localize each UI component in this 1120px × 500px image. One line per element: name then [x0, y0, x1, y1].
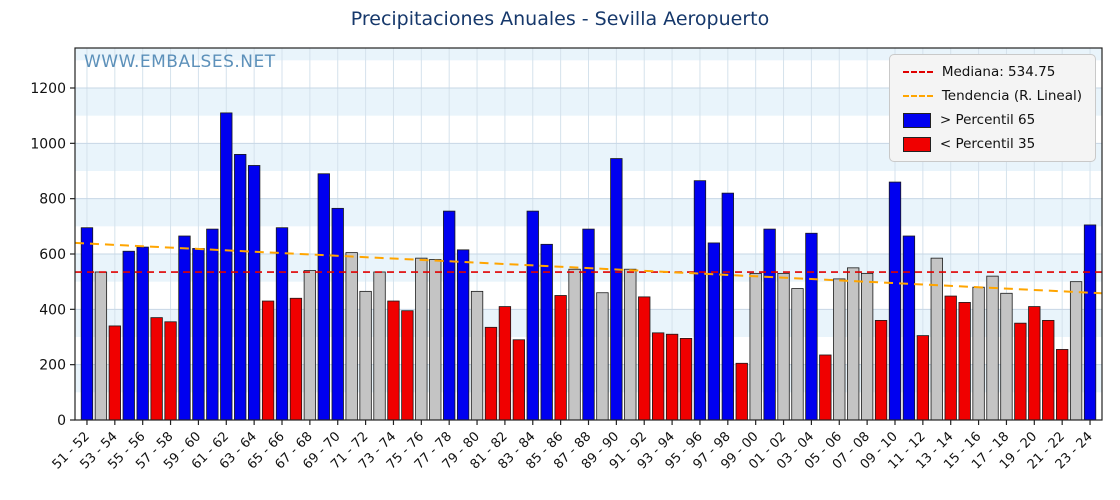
bar-92-93 [652, 332, 665, 421]
bar-90-91 [624, 268, 637, 421]
bar-19-20 [1028, 306, 1041, 421]
legend-median-label: Mediana: 534.75 [941, 64, 1056, 80]
bar-14-15 [958, 302, 971, 421]
bar-62-63 [234, 153, 247, 421]
bar-98-99 [735, 362, 748, 421]
bar-58-59 [178, 235, 191, 421]
y-tick-label: 400 [39, 302, 66, 318]
legend-below-label: < Percentil 35 [939, 136, 1036, 152]
bar-12-13 [930, 257, 943, 421]
bar-75-76 [415, 257, 428, 421]
bar-81-82 [498, 306, 512, 421]
bar-60-61 [206, 228, 219, 421]
median-line-swatch [902, 71, 933, 73]
legend-above-label: > Percentil 65 [939, 112, 1036, 128]
legend-trend-label: Tendencia (R. Lineal) [941, 88, 1082, 104]
below-p35-swatch [902, 136, 931, 152]
bar-88-89 [596, 292, 609, 421]
bar-73-74 [387, 300, 400, 421]
bar-57-58 [164, 321, 177, 421]
bar-54-55 [122, 250, 135, 421]
bar-21-22 [1056, 349, 1069, 421]
above-p65-swatch [902, 112, 931, 128]
chart-legend: Mediana: 534.75 Tendencia (R. Lineal) > … [888, 54, 1096, 162]
trend-line-swatch [902, 95, 933, 97]
bar-67-68 [303, 270, 317, 421]
y-tick-label: 600 [39, 247, 66, 263]
bar-76-77 [429, 259, 442, 421]
bar-11-12 [916, 335, 930, 421]
bar-23-24 [1083, 224, 1097, 421]
bar-05-06 [833, 278, 846, 421]
legend-item-trend: Tendencia (R. Lineal) [902, 88, 1082, 104]
bar-91-92 [638, 296, 651, 421]
bar-18-19 [1014, 322, 1027, 421]
bar-65-66 [275, 227, 289, 421]
bar-07-08 [860, 272, 874, 421]
y-tick-label: 1200 [30, 81, 66, 97]
bar-84-85 [540, 243, 553, 421]
bar-93-94 [665, 333, 679, 421]
bar-02-03 [791, 288, 804, 421]
bar-53-54 [108, 325, 121, 421]
bar-89-90 [610, 158, 623, 421]
y-tick-label: 0 [57, 413, 66, 429]
bar-08-09 [874, 319, 888, 421]
bar-56-57 [150, 317, 163, 421]
bar-87-88 [582, 228, 595, 421]
bar-52-53 [94, 271, 108, 421]
bar-61-62 [220, 112, 233, 421]
bar-83-84 [526, 210, 539, 421]
bar-09-10 [888, 181, 902, 421]
bar-15-16 [972, 286, 985, 421]
bar-85-86 [554, 295, 567, 421]
bar-99-00 [749, 272, 762, 421]
bar-82-83 [512, 339, 525, 421]
bar-94-95 [679, 337, 693, 421]
bar-17-18 [1000, 292, 1013, 421]
bar-22-23 [1069, 281, 1083, 421]
bar-77-78 [443, 210, 456, 421]
bar-70-71 [345, 252, 358, 421]
bar-63-64 [247, 165, 261, 421]
bar-74-75 [401, 310, 414, 421]
bar-51-52 [80, 227, 94, 421]
bar-06-07 [847, 267, 860, 421]
y-tick-label: 200 [39, 358, 66, 374]
bar-79-80 [470, 290, 484, 421]
watermark-text: WWW.EMBALSES.NET [84, 52, 276, 72]
trend-line [74, 241, 1103, 295]
bar-86-87 [568, 268, 581, 421]
bar-64-65 [261, 300, 275, 421]
y-tick-label: 800 [39, 192, 66, 208]
bar-69-70 [331, 207, 344, 421]
bar-71-72 [359, 290, 372, 421]
bar-72-73 [373, 271, 386, 421]
bar-03-04 [805, 232, 818, 421]
bar-95-96 [693, 180, 707, 421]
bar-78-79 [456, 249, 470, 421]
bar-68-69 [317, 173, 330, 421]
bar-10-11 [902, 235, 916, 421]
bar-59-60 [192, 248, 205, 421]
chart-title: Precipitaciones Anuales - Sevilla Aeropu… [350, 8, 770, 30]
bar-20-21 [1042, 319, 1055, 421]
bar-04-05 [819, 354, 832, 421]
bar-13-14 [944, 295, 957, 421]
legend-item-above-p65: > Percentil 65 [902, 112, 1082, 128]
bar-96-97 [707, 242, 721, 421]
legend-item-below-p35: < Percentil 35 [902, 136, 1082, 152]
bar-55-56 [136, 246, 149, 421]
bar-80-81 [484, 326, 498, 421]
bar-16-17 [986, 275, 999, 421]
bar-97-98 [721, 192, 734, 421]
bar-00-01 [763, 228, 776, 421]
bar-01-02 [777, 272, 790, 421]
bar-66-67 [289, 297, 303, 421]
legend-item-median: Mediana: 534.75 [902, 64, 1082, 80]
y-tick-label: 1000 [30, 136, 66, 152]
